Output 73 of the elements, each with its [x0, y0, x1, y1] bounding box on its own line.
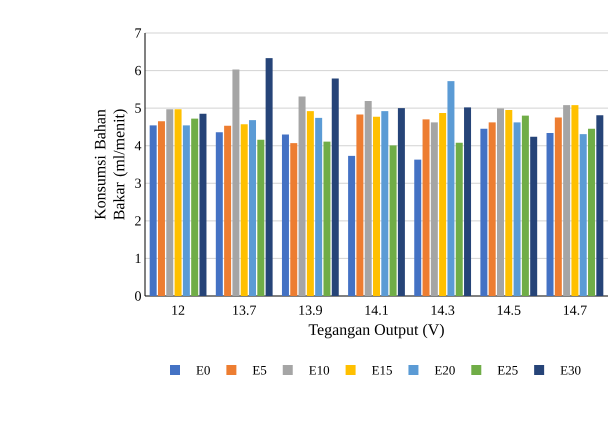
x-tick-label: 12 [172, 306, 184, 315]
bar [488, 122, 496, 296]
bar [480, 128, 488, 296]
bar [514, 122, 521, 296]
y-tick-label: 2 [135, 216, 141, 226]
bar [158, 121, 165, 296]
bar [332, 78, 339, 296]
y-tick-label: 7 [135, 28, 142, 38]
bar [373, 116, 380, 296]
x-tick-label: 13.7 [233, 306, 256, 315]
bar [348, 156, 356, 296]
bar [356, 114, 364, 296]
legend-label: E10 [309, 366, 330, 375]
bar [464, 107, 472, 296]
legend-label: E5 [252, 366, 266, 375]
bar [249, 120, 256, 296]
x-tick-label: 14.1 [366, 306, 388, 315]
bar [554, 118, 562, 296]
x-tick-label: 14.7 [564, 306, 587, 315]
bar [315, 118, 322, 296]
bar [216, 132, 223, 296]
bar [323, 142, 330, 296]
bar [282, 134, 289, 296]
bar [596, 115, 604, 296]
bar [439, 113, 446, 296]
bar [174, 109, 182, 296]
bar [191, 118, 198, 296]
y-tick-label: 3 [135, 178, 141, 188]
bar [224, 126, 232, 296]
bar [381, 111, 388, 296]
bar [414, 160, 422, 296]
legend-label: E20 [434, 366, 455, 375]
bar [430, 122, 438, 296]
y-axis-title: Konsumsi Bahan Bakar (ml/menit) [94, 109, 128, 220]
bar [530, 136, 538, 296]
x-tick-label: 13.9 [299, 306, 322, 315]
y-tick-label: 4 [134, 141, 142, 150]
bar [257, 140, 264, 296]
legend-label: E0 [196, 366, 210, 375]
bar [290, 143, 298, 296]
y-tick-label: 1 [136, 254, 141, 264]
bar [298, 96, 306, 296]
bar [546, 132, 554, 296]
bar [240, 124, 248, 296]
bar [306, 111, 314, 296]
x-axis-title: Tegangan Output (V) [308, 324, 444, 338]
bar [563, 105, 570, 296]
bar [390, 145, 397, 296]
y-tick-label: 5 [135, 104, 141, 113]
bar [588, 128, 596, 296]
bar [447, 81, 454, 296]
bar [398, 108, 405, 296]
bar [422, 119, 430, 296]
bar [166, 109, 174, 296]
bar [150, 125, 157, 296]
bar [496, 108, 504, 296]
bar [364, 101, 372, 296]
bar [266, 58, 273, 296]
bar [199, 114, 206, 296]
bar [522, 116, 529, 296]
bar [580, 134, 587, 296]
legend-label: E25 [498, 366, 518, 375]
x-tick-label: 14.3 [432, 306, 454, 315]
y-tick-label: 6 [135, 66, 142, 76]
bar [571, 105, 578, 296]
legend-label: E15 [372, 366, 392, 375]
x-tick-label: 14.5 [498, 306, 520, 315]
bar [182, 125, 190, 296]
bar [456, 142, 463, 296]
y-tick-label: 0 [135, 291, 141, 301]
bar [505, 110, 512, 296]
bar [232, 69, 240, 296]
legend-label: E30 [560, 366, 581, 375]
